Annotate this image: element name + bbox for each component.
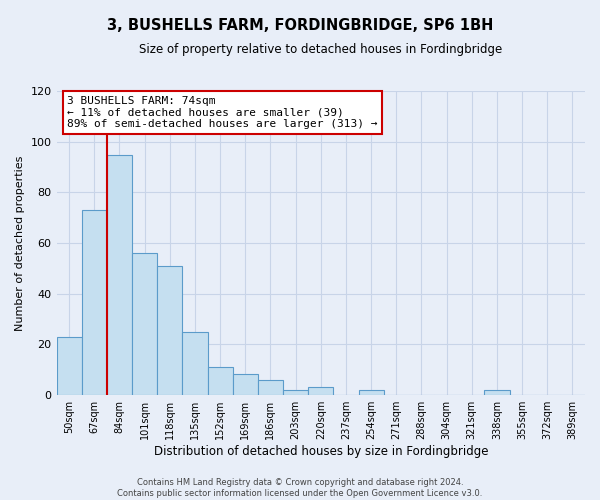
Bar <box>182 332 208 394</box>
Bar <box>56 336 82 394</box>
Bar <box>484 390 509 394</box>
Bar <box>359 390 383 394</box>
Text: Contains HM Land Registry data © Crown copyright and database right 2024.
Contai: Contains HM Land Registry data © Crown c… <box>118 478 482 498</box>
X-axis label: Distribution of detached houses by size in Fordingbridge: Distribution of detached houses by size … <box>154 444 488 458</box>
Bar <box>132 253 157 394</box>
Y-axis label: Number of detached properties: Number of detached properties <box>15 156 25 330</box>
Title: Size of property relative to detached houses in Fordingbridge: Size of property relative to detached ho… <box>139 42 502 56</box>
Text: 3, BUSHELLS FARM, FORDINGBRIDGE, SP6 1BH: 3, BUSHELLS FARM, FORDINGBRIDGE, SP6 1BH <box>107 18 493 32</box>
Bar <box>283 390 308 394</box>
Bar <box>82 210 107 394</box>
Bar <box>208 367 233 394</box>
Bar <box>107 154 132 394</box>
Bar <box>258 380 283 394</box>
Bar <box>233 374 258 394</box>
Bar <box>308 387 334 394</box>
Text: 3 BUSHELLS FARM: 74sqm
← 11% of detached houses are smaller (39)
89% of semi-det: 3 BUSHELLS FARM: 74sqm ← 11% of detached… <box>67 96 377 129</box>
Bar <box>157 266 182 394</box>
